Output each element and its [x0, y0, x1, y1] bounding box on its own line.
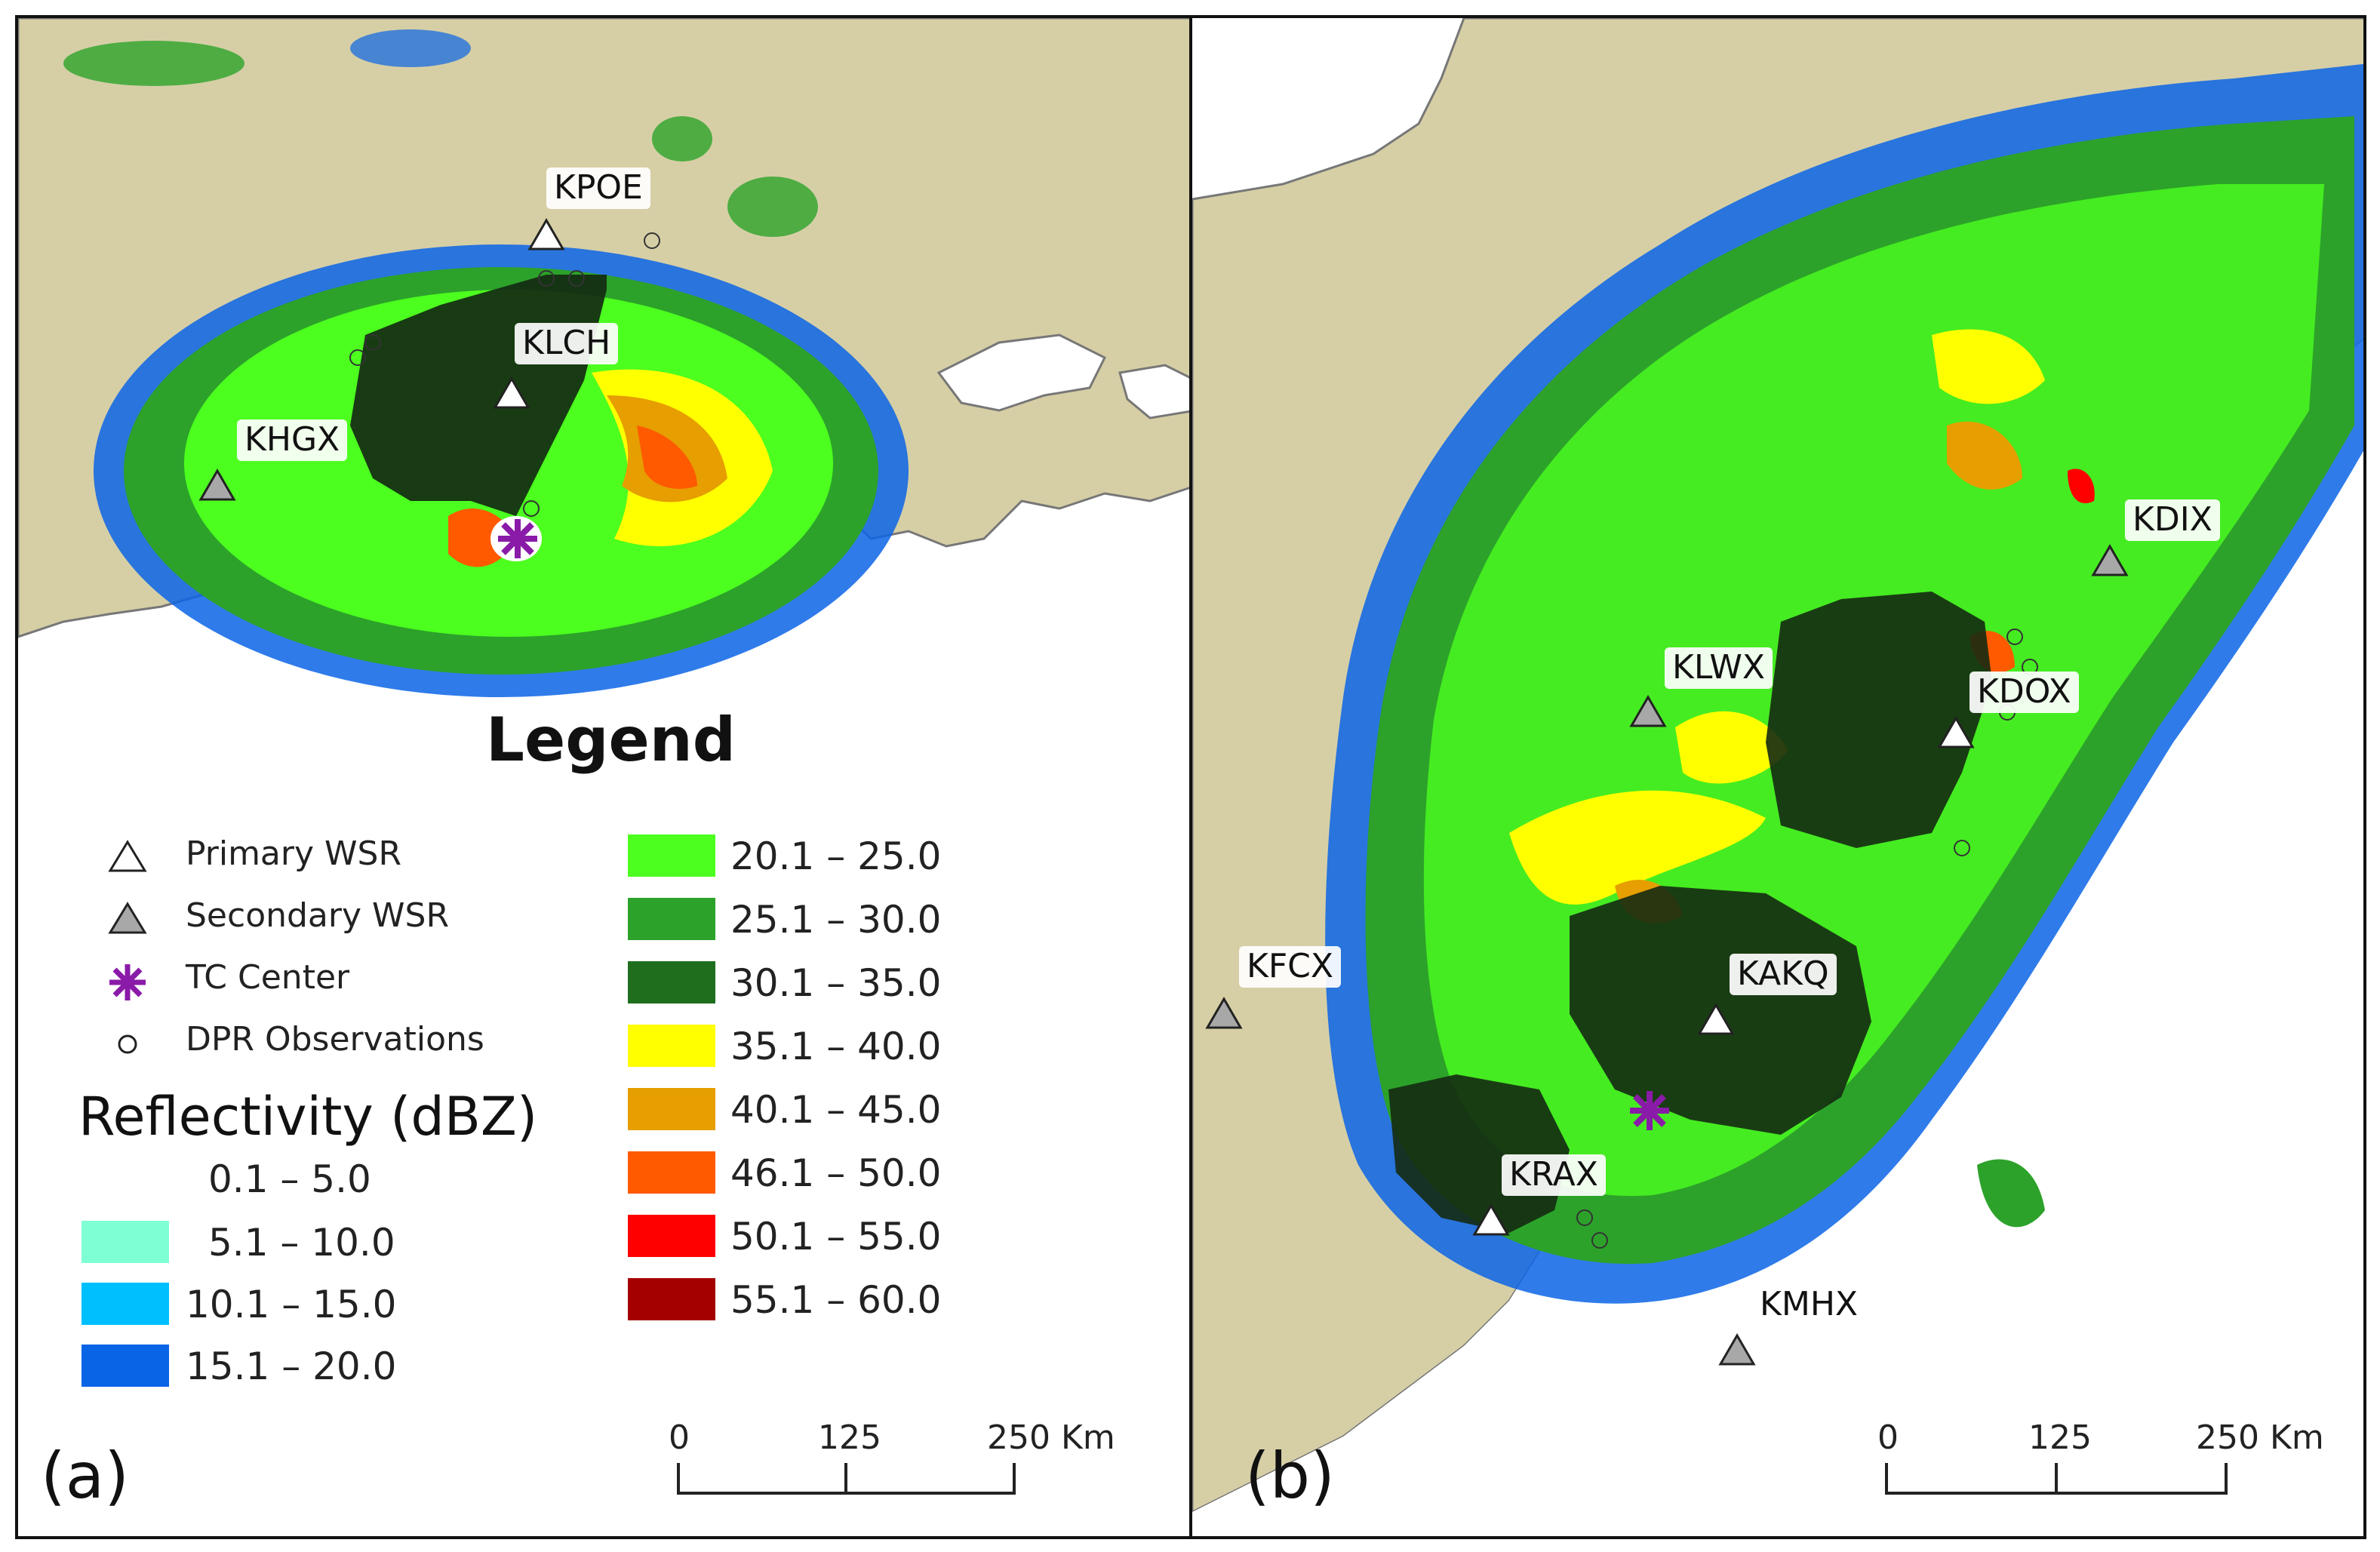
- class-range: 40.1 – 45.0: [730, 1088, 942, 1132]
- station-label-khgx: KHGX: [237, 420, 348, 461]
- station-label-kfcx: KFCX: [1239, 946, 1342, 988]
- class-range: 46.1 – 50.0: [730, 1151, 942, 1195]
- bay-shape: [936, 333, 1107, 412]
- scale-tick-0: 0: [669, 1418, 690, 1457]
- ocean-area: [1192, 340, 2363, 1536]
- panel-letter-a: (a): [41, 1439, 130, 1513]
- dpr-observation-circles: [349, 232, 660, 517]
- primary-wsr-triangle: [1697, 1003, 1735, 1035]
- secondary-wsr-triangle: [2091, 544, 2129, 576]
- station-label-krax: KRAX: [1502, 1154, 1606, 1196]
- class-swatch: [628, 834, 715, 877]
- class-range: 55.1 – 60.0: [730, 1278, 942, 1322]
- class-range: 35.1 – 40.0: [730, 1025, 942, 1068]
- station-label-kmhx: KMHX: [1752, 1284, 1866, 1326]
- class-range: 5.1 – 10.0: [208, 1221, 395, 1265]
- class-swatch: [628, 898, 715, 940]
- scale-tick-250: 250 Km: [987, 1418, 1115, 1457]
- scale-tick-125: 125: [2028, 1418, 2092, 1457]
- station-label-klch: KLCH: [515, 323, 619, 364]
- scale-tick-0: 0: [1877, 1418, 1899, 1457]
- secondary-wsr-triangle: [1629, 695, 1667, 727]
- class-range: 20.1 – 25.0: [730, 834, 942, 878]
- panel-a-map: KPOE KLCH KHGX Legend Primary WSR Second…: [15, 15, 1192, 1539]
- class-range: 10.1 – 15.0: [186, 1283, 397, 1326]
- panel-a-map-graphic: [18, 18, 1189, 1536]
- legend-dpr-circle: [118, 1034, 137, 1054]
- scale-tick-125: 125: [818, 1418, 881, 1457]
- legend-tc-asterisk: [109, 964, 146, 1000]
- legend-label-dpr: DPR Observations: [186, 1020, 484, 1059]
- class-swatch: [628, 1088, 715, 1130]
- bay-shape: [1118, 364, 1189, 420]
- legend-background: [18, 667, 1189, 1536]
- class-swatch: [81, 1283, 169, 1325]
- class-swatch: [628, 1278, 715, 1320]
- class-range: 0.1 – 5.0: [208, 1157, 371, 1201]
- primary-wsr-triangle: [1472, 1203, 1510, 1236]
- class-range: 15.1 – 20.0: [186, 1345, 397, 1388]
- dpr-observation-swath: [1766, 592, 1992, 848]
- station-label-kdix: KDIX: [2125, 499, 2220, 541]
- panel-b-map-graphic: [1192, 18, 2363, 1536]
- tc-center-asterisk: [1630, 1091, 1669, 1130]
- primary-wsr-triangle: [493, 376, 530, 409]
- station-label-kakq: KAKQ: [1730, 954, 1837, 995]
- dpr-observation-swath: [1570, 886, 1871, 1135]
- station-label-kpoe: KPOE: [546, 167, 650, 209]
- legend-primary-triangle: [108, 840, 147, 872]
- legend-label-primary: Primary WSR: [186, 834, 402, 873]
- secondary-wsr-triangle: [1718, 1333, 1756, 1366]
- scale-bar-background: [1841, 1399, 2363, 1536]
- class-swatch: [628, 1215, 715, 1257]
- scale-tick-250: 250 Km: [2196, 1418, 2324, 1457]
- tc-center-asterisk: [498, 519, 537, 558]
- secondary-wsr-triangle: [198, 469, 236, 501]
- class-swatch: [628, 961, 715, 1003]
- station-label-klwx: KLWX: [1665, 647, 1773, 689]
- scale-bar-b: [1885, 1463, 2228, 1495]
- scale-bar-a: [677, 1463, 1016, 1495]
- class-swatch: [628, 1151, 715, 1194]
- station-label-kdox: KDOX: [1969, 672, 2079, 713]
- legend-label-secondary: Secondary WSR: [186, 896, 450, 935]
- class-swatch: [81, 1345, 169, 1387]
- panel-letter-b: (b): [1245, 1439, 1335, 1513]
- primary-wsr-triangle: [1937, 716, 1975, 748]
- class-range: 50.1 – 55.0: [730, 1215, 942, 1259]
- panel-b-map: KDIX KDOX KLWX KFCX KAKQ KRAX KMHX 0 125…: [1189, 15, 2366, 1539]
- legend-title: Legend: [486, 705, 736, 775]
- legend-secondary-triangle: [108, 902, 147, 934]
- legend-label-tc: TC Center: [186, 958, 350, 997]
- class-swatch: [628, 1025, 715, 1067]
- class-range: 30.1 – 35.0: [730, 961, 942, 1005]
- class-range: 25.1 – 30.0: [730, 898, 942, 942]
- secondary-wsr-triangle: [1205, 997, 1243, 1029]
- reflectivity-title: Reflectivity (dBZ): [78, 1086, 538, 1148]
- primary-wsr-triangle: [527, 218, 565, 250]
- class-swatch: [81, 1221, 169, 1263]
